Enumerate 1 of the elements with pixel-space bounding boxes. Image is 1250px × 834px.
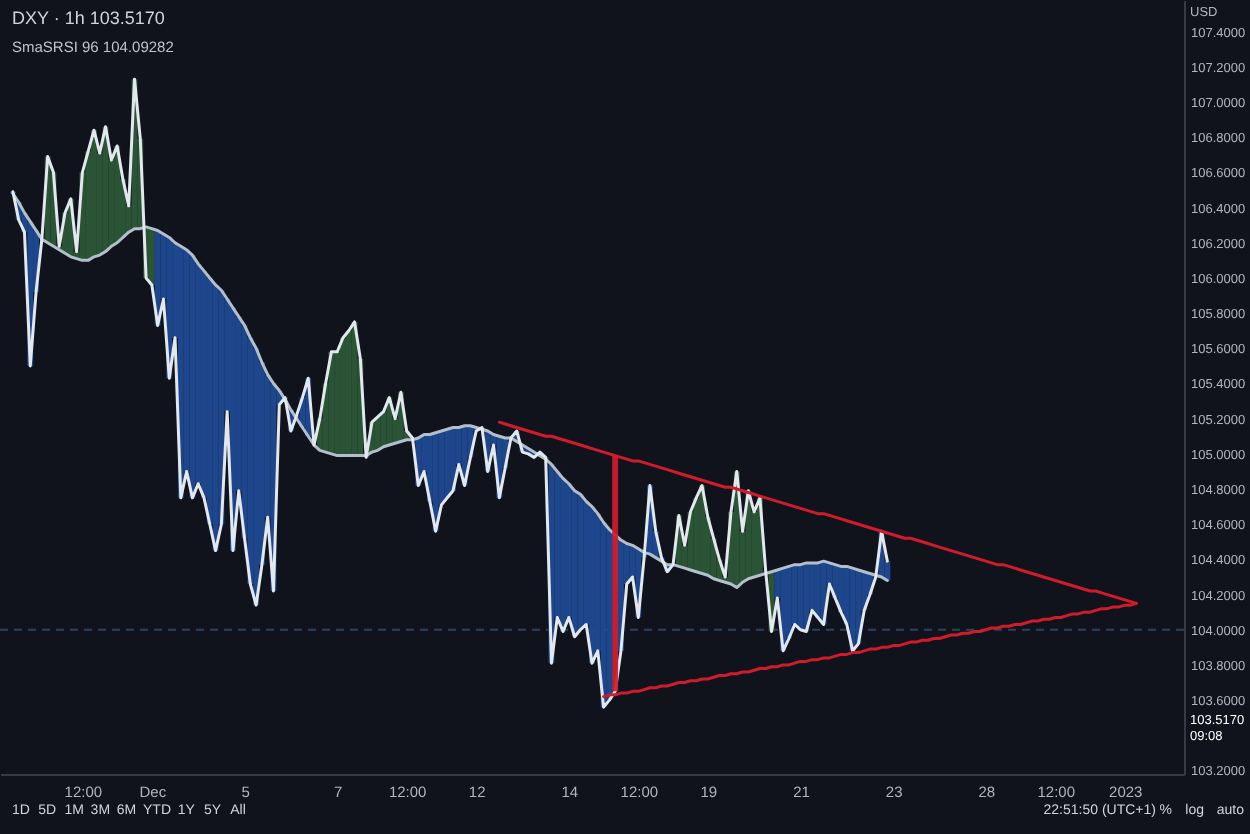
chart-title: DXY · 1h 103.5170 [12,8,165,28]
